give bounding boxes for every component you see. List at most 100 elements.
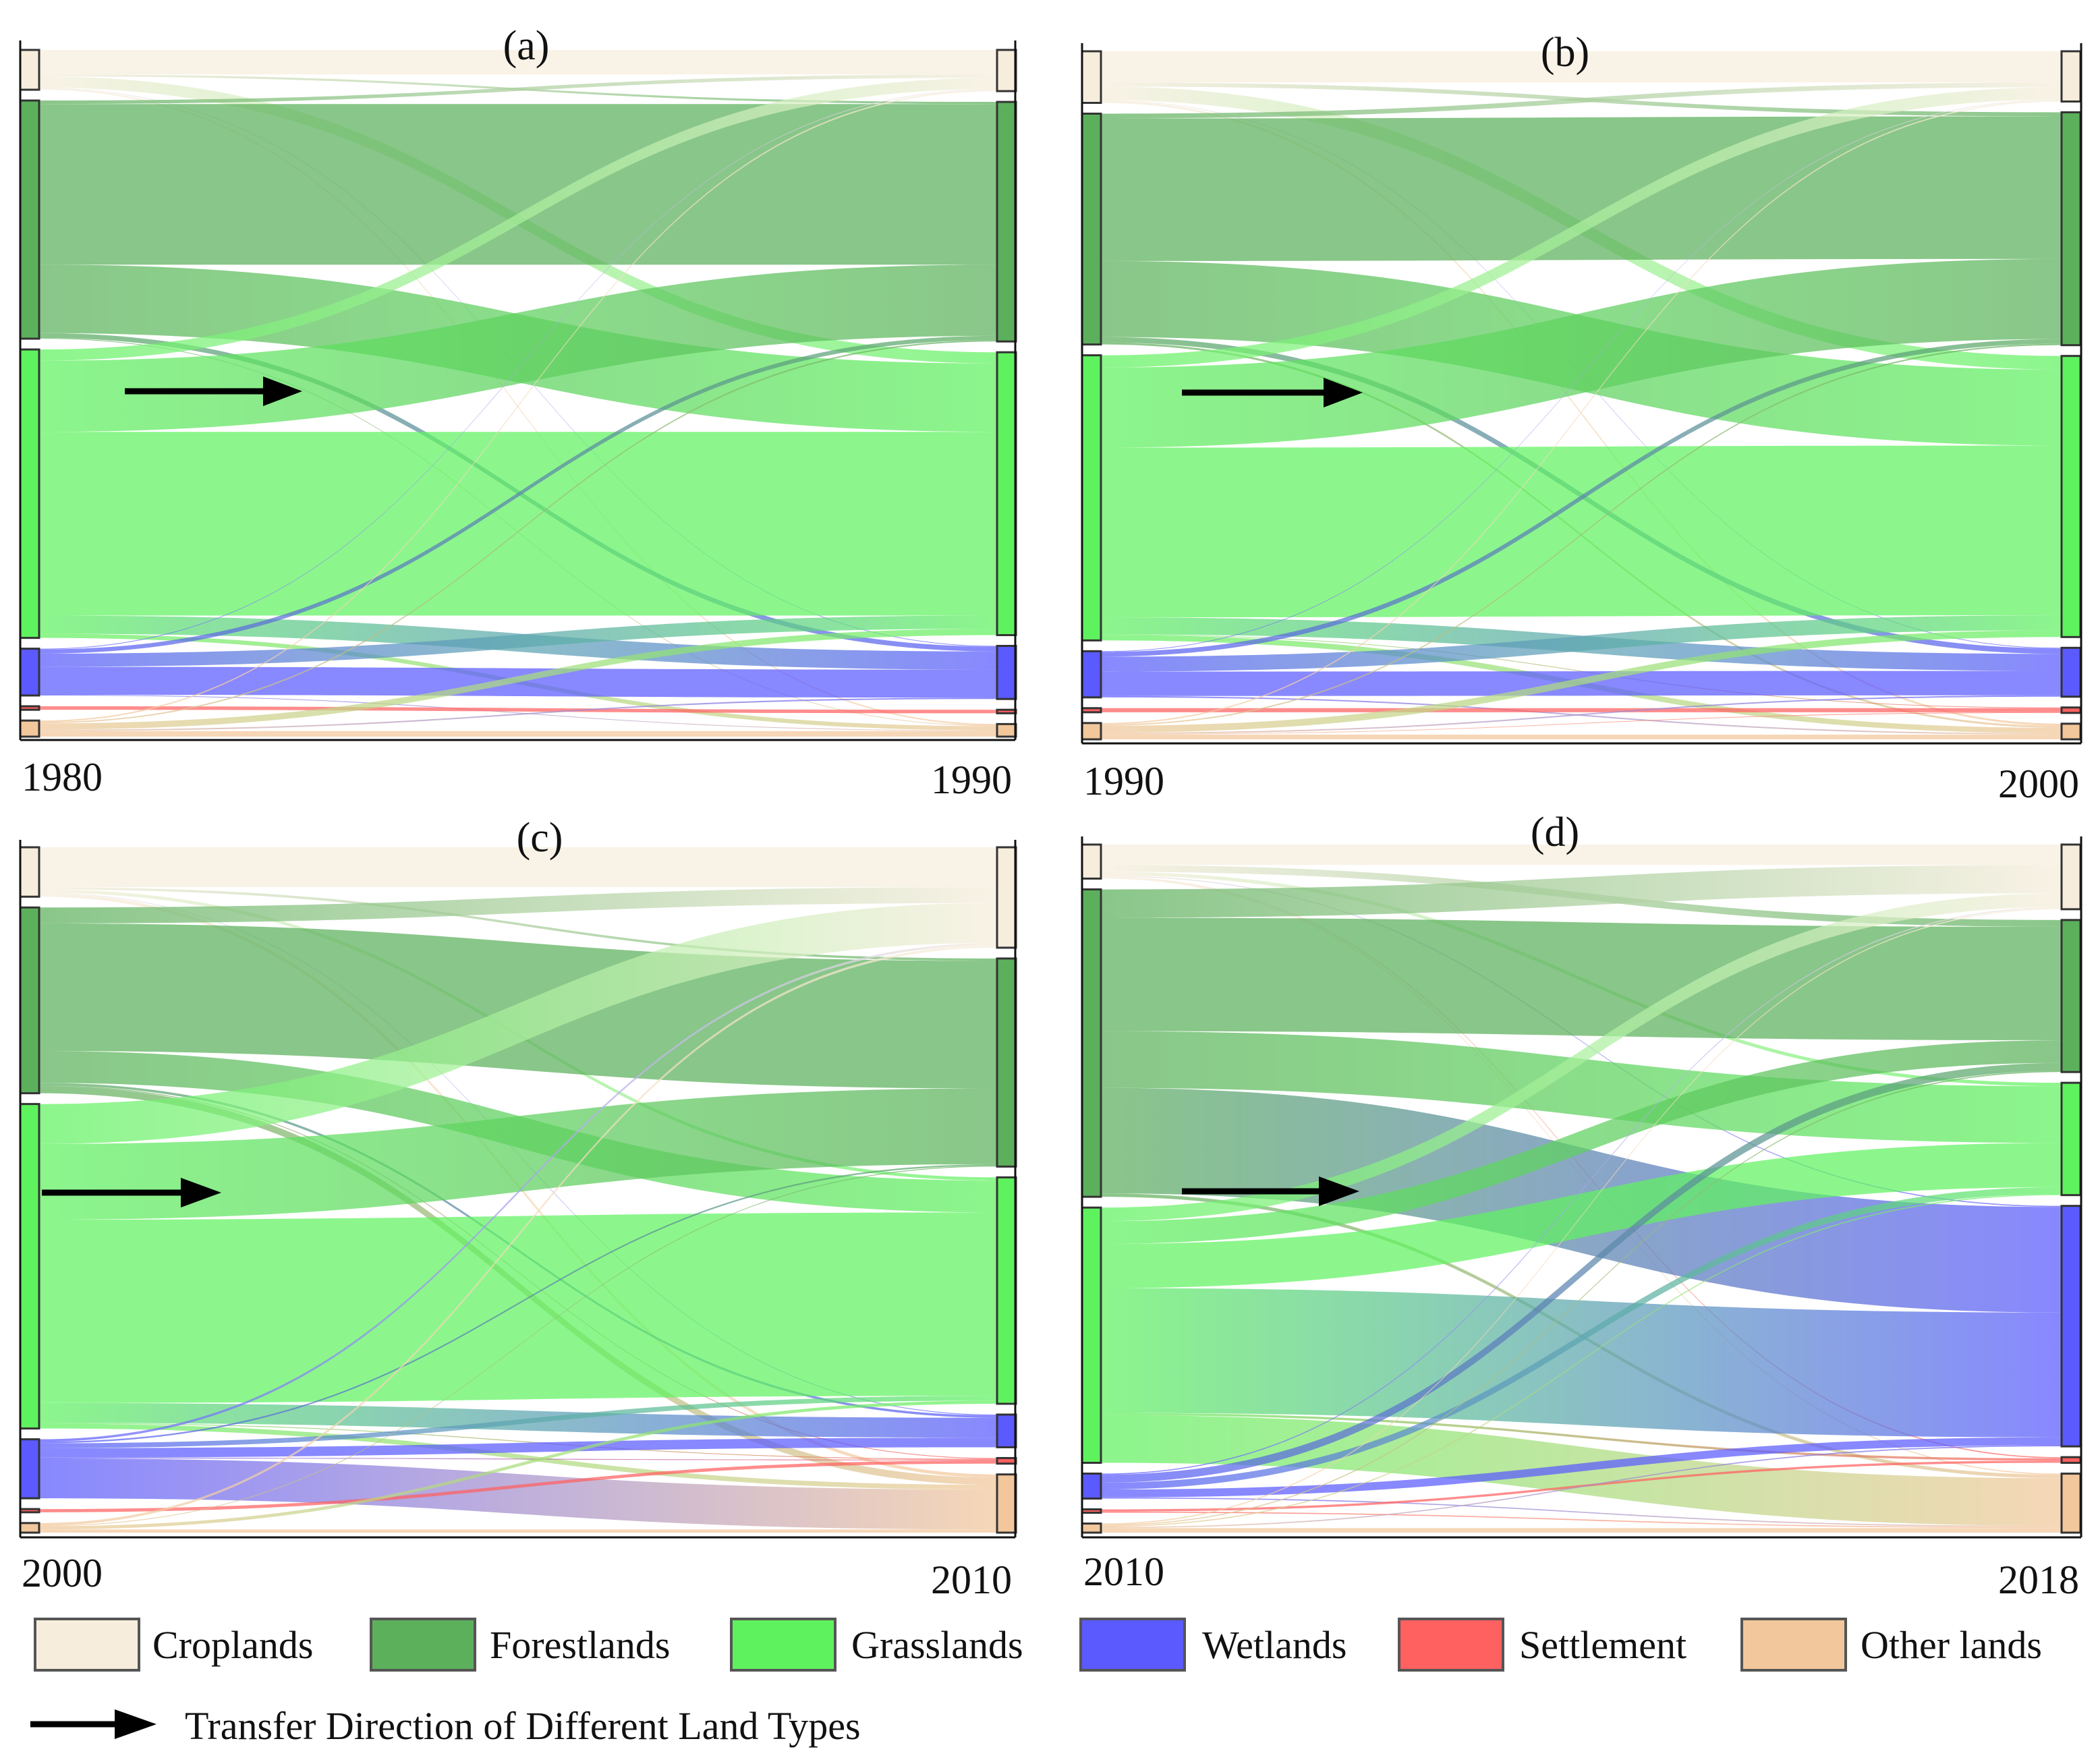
- legend-arrow-icon: [30, 1709, 157, 1739]
- panel-b-flow-other-lands-to-grasslands: [1101, 630, 2062, 733]
- panel-d-flow-wetlands-to-grasslands: [1101, 1187, 2062, 1490]
- panel-b-flow-settlement-to-settlement: [1101, 708, 2062, 712]
- panel-d-node-left-forestlands: [1081, 888, 1102, 1198]
- panel-c-flows: [39, 847, 997, 1533]
- panel-d-flow-forestlands-to-forestlands: [1101, 917, 2062, 1041]
- panel-d-flow-other-lands-to-forestlands: [1101, 1071, 2062, 1526]
- panel-b-flow-other-lands-to-forestlands: [1101, 343, 2062, 726]
- panel-d-transfer-arrow: [1182, 1176, 1359, 1206]
- legend-label-other-lands: Other lands: [1861, 1623, 2042, 1667]
- panel-b-flow-forestlands-to-forestlands: [1101, 116, 2062, 261]
- panel-c-flow-wetlands-to-croplands: [39, 942, 997, 1442]
- panel-d-node-left-settlement: [1081, 1508, 1102, 1514]
- panel-d-node-left-croplands: [1081, 843, 1102, 880]
- panel-c-node-right-croplands: [996, 846, 1017, 949]
- panel-d-flow-wetlands-to-other-lands: [1101, 1497, 2062, 1527]
- panel-b-node-right-grasslands: [2060, 355, 2082, 638]
- legend-label-settlement: Settlement: [1519, 1623, 1686, 1667]
- panel-d-flow-other-lands-to-grasslands: [1101, 1193, 2062, 1527]
- panel-a-node-left-wetlands: [19, 648, 40, 697]
- panel-d-node-left-other-lands: [1081, 1523, 1102, 1534]
- panel-a-node-left-forestlands: [19, 99, 40, 340]
- legend-swatch-other-lands: [1740, 1618, 1847, 1672]
- panel-d-to-year: 2018: [1998, 1558, 2079, 1602]
- panel-c-nodes: [19, 846, 1017, 1534]
- panel-d-flow-wetlands-to-croplands: [1101, 907, 2062, 1475]
- panel-a-flow-wetlands-to-forestlands: [39, 335, 997, 654]
- panel-d-nodes: [1081, 843, 2082, 1534]
- panel-d-flow-grasslands-to-croplands: [1101, 893, 2062, 1222]
- panel-c-node-left-settlement: [19, 1508, 40, 1514]
- panel-a-flow-croplands-to-other-lands: [39, 88, 997, 726]
- panel-a-node-right-croplands: [996, 49, 1017, 92]
- panel-b-node-left-grasslands: [1081, 354, 1102, 642]
- panel-b-flow-wetlands-to-croplands: [1101, 99, 2062, 652]
- panel-b: (b) 1990 2000: [1081, 30, 2082, 806]
- panel-d-flow-croplands-to-wetlands: [1101, 875, 2062, 1207]
- panel-c-title: (c): [517, 815, 563, 861]
- panel-d-flows: [1101, 845, 2062, 1533]
- panel-c-flow-forestlands-to-croplands: [39, 887, 997, 923]
- panel-d-flow-forestlands-to-croplands: [1101, 865, 2062, 918]
- legend-label-grasslands: Grasslands: [851, 1623, 1023, 1667]
- panel-b-flow-croplands-to-other-lands: [1101, 101, 2062, 726]
- panel-a: (a) 1980 1990: [19, 23, 1017, 802]
- legend-swatch-forestlands: [370, 1618, 476, 1672]
- panel-c-node-left-forestlands: [19, 906, 40, 1095]
- panel-d-node-right-settlement: [2060, 1456, 2082, 1464]
- panel-d-flow-croplands-to-croplands: [1101, 845, 2062, 865]
- legend-label-croplands: Croplands: [152, 1623, 313, 1667]
- panel-c-node-right-grasslands: [996, 1176, 1017, 1405]
- panel-c-transfer-arrow: [42, 1178, 221, 1207]
- panel-c-flow-other-lands-to-other-lands: [39, 1529, 997, 1533]
- panel-a-flow-other-lands-to-forestlands: [39, 340, 997, 724]
- panel-c-node-right-wetlands: [996, 1413, 1017, 1448]
- panel-c-flow-grasslands-to-croplands: [39, 903, 997, 1144]
- panel-a-node-left-other-lands: [19, 719, 40, 738]
- legend-label-forestlands: Forestlands: [490, 1623, 670, 1667]
- panel-d-flow-wetlands-to-forestlands: [1101, 1062, 2062, 1483]
- legend: Croplands Forestlands Grasslands Wetland…: [30, 1618, 2042, 1748]
- panel-d-flow-other-lands-to-croplands: [1101, 908, 2062, 1525]
- panel-a-node-right-other-lands: [996, 722, 1017, 738]
- panel-c-flow-settlement-to-settlement: [39, 1460, 997, 1512]
- panel-a-flow-other-lands-to-wetlands: [39, 698, 997, 731]
- panel-c-flow-wetlands-to-settlement: [39, 1457, 997, 1460]
- panel-b-flow-other-lands-to-wetlands: [1101, 695, 2062, 734]
- panel-c-node-right-forestlands: [996, 957, 1017, 1168]
- panel-a-flow-other-lands-to-other-lands: [39, 731, 997, 737]
- panel-b-node-right-forestlands: [2060, 111, 2082, 347]
- panel-d-node-right-wetlands: [2060, 1205, 2082, 1448]
- panel-c-flow-croplands-to-croplands: [39, 847, 997, 888]
- panel-b-node-left-wetlands: [1081, 650, 1102, 699]
- panel-d-flow-grasslands-to-settlement: [1101, 1413, 2062, 1461]
- panel-a-flow-forestlands-to-croplands: [39, 74, 997, 105]
- panel-c-flow-wetlands-to-other-lands: [39, 1458, 997, 1530]
- panel-d-flow-settlement-to-settlement: [1101, 1460, 2062, 1512]
- panel-b-node-right-settlement: [2060, 706, 2082, 714]
- legend-label-wetlands: Wetlands: [1202, 1623, 1346, 1667]
- panel-c-from-year: 2000: [22, 1551, 103, 1595]
- legend-swatch-wetlands: [1079, 1618, 1186, 1672]
- panel-b-node-right-other-lands: [2060, 722, 2082, 741]
- panel-d-node-right-other-lands: [2060, 1473, 2082, 1534]
- panel-b-flow-other-lands-to-croplands: [1101, 100, 2062, 724]
- panel-b-nodes: [1081, 50, 2082, 741]
- panel-b-flow-other-lands-to-settlement: [1101, 712, 2062, 735]
- panel-b-from-year: 1990: [1083, 759, 1164, 803]
- panel-a-flow-other-lands-to-grasslands: [39, 629, 997, 730]
- panel-a-node-left-croplands: [19, 49, 40, 91]
- panel-a-flow-croplands-to-croplands: [39, 50, 997, 75]
- panel-c-node-left-croplands: [19, 846, 40, 898]
- legend-swatch-croplands: [34, 1618, 140, 1672]
- panel-a-flow-other-lands-to-croplands: [39, 90, 997, 722]
- panel-b-to-year: 2000: [1998, 762, 2079, 806]
- panel-b-flow-other-lands-to-other-lands: [1101, 734, 2062, 739]
- panel-d-node-right-croplands: [2060, 843, 2082, 911]
- panel-c-flow-wetlands-to-wetlands: [39, 1438, 997, 1458]
- panel-c-node-right-settlement: [996, 1456, 1017, 1465]
- panel-a-flow-grasslands-to-grasslands: [39, 432, 997, 616]
- panel-a-flow-settlement-to-settlement: [39, 706, 997, 714]
- panel-d-title: (d): [1531, 809, 1579, 855]
